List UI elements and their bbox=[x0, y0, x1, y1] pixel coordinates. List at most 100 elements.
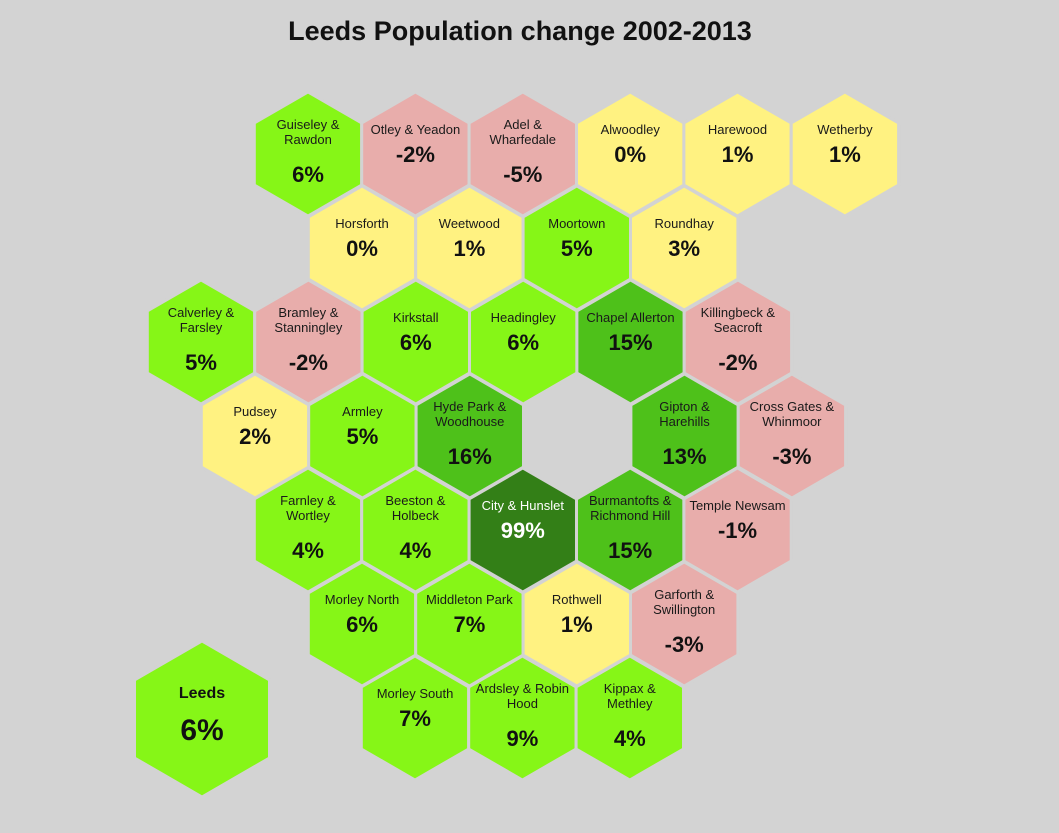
ward-name: Farsley bbox=[180, 320, 223, 335]
ward-value: 6% bbox=[507, 330, 539, 355]
ward-name: Middleton Park bbox=[426, 592, 513, 607]
summary-name: Leeds bbox=[179, 685, 225, 702]
ward-value: -1% bbox=[718, 518, 757, 543]
ward-rothwell: Rothwell 1% bbox=[521, 560, 632, 688]
ward-value: 1% bbox=[722, 142, 754, 167]
ward-name: Seacroft bbox=[714, 320, 763, 335]
ward-name: Woodhouse bbox=[435, 414, 504, 429]
ward-name: Rothwell bbox=[552, 592, 602, 607]
ward-value: 4% bbox=[400, 538, 432, 563]
ward-value: 0% bbox=[614, 142, 646, 167]
ward-name: Morley South bbox=[377, 686, 454, 701]
ward-value: -2% bbox=[718, 350, 757, 375]
ward-name: Chapel Allerton bbox=[586, 310, 674, 325]
ward-wetherby: Wetherby 1% bbox=[789, 90, 901, 218]
ward-beeston-and-holbeck: Beeston &Holbeck 4% bbox=[360, 466, 471, 594]
ward-name: Gipton & bbox=[659, 399, 710, 414]
page-title: Leeds Population change 2002-2013 bbox=[288, 16, 752, 46]
ward-value: 5% bbox=[347, 424, 379, 449]
ward-name: Cross Gates & bbox=[750, 399, 835, 414]
ward-burmantofts-and-richmond-hill: Burmantofts &Richmond Hill 15% bbox=[575, 466, 686, 594]
ward-value: 9% bbox=[507, 726, 539, 751]
ward-name: Harewood bbox=[708, 122, 767, 137]
ward-adel-and-wharfedale: Adel &Wharfedale -5% bbox=[467, 90, 578, 218]
ward-value: 7% bbox=[399, 706, 431, 731]
ward-name: Hyde Park & bbox=[433, 399, 506, 414]
ward-value: 7% bbox=[454, 612, 486, 637]
ward-value: 15% bbox=[608, 330, 652, 355]
ward-name: Richmond Hill bbox=[590, 508, 670, 523]
ward-name: Garforth & bbox=[654, 587, 714, 602]
ward-name: Adel & bbox=[504, 117, 543, 132]
ward-name: Farnley & bbox=[280, 493, 336, 508]
ward-name: Alwoodley bbox=[601, 122, 661, 137]
ward-garforth-and-swillington: Garforth &Swillington -3% bbox=[629, 560, 740, 688]
ward-value: 1% bbox=[561, 612, 593, 637]
ward-name: Wetherby bbox=[817, 122, 873, 137]
ward-name: Burmantofts & bbox=[589, 493, 672, 508]
ward-value: 4% bbox=[614, 726, 646, 751]
ward-value: 6% bbox=[400, 330, 432, 355]
ward-morley-north: Morley North 6% bbox=[306, 560, 418, 688]
ward-name: Calverley & bbox=[168, 305, 235, 320]
ward-value: 5% bbox=[185, 350, 217, 375]
ward-value: 4% bbox=[292, 538, 324, 563]
ward-name: Swillington bbox=[653, 602, 715, 617]
ward-value: 15% bbox=[608, 538, 652, 563]
ward-name: Guiseley & bbox=[277, 117, 340, 132]
ward-name: Bramley & bbox=[278, 305, 338, 320]
ward-value: 13% bbox=[662, 444, 706, 469]
ward-killingbeck-and-seacroft: Killingbeck &Seacroft -2% bbox=[682, 278, 794, 406]
ward-name: Moortown bbox=[548, 216, 605, 231]
ward-value: -3% bbox=[665, 632, 704, 657]
ward-name: Otley & Yeadon bbox=[371, 122, 461, 137]
ward-name: City & Hunslet bbox=[482, 498, 565, 513]
ward-value: 6% bbox=[292, 162, 324, 187]
ward-name: Roundhay bbox=[655, 216, 715, 231]
ward-value: 2% bbox=[239, 424, 271, 449]
ward-moortown: Moortown 5% bbox=[521, 184, 632, 312]
ward-value: -2% bbox=[396, 142, 435, 167]
ward-name: Ardsley & Robin bbox=[476, 681, 569, 696]
ward-hex bbox=[789, 90, 901, 218]
ward-name: Headingley bbox=[491, 310, 557, 325]
ward-kippax-and-methley: Kippax &Methley 4% bbox=[574, 654, 685, 782]
ward-name: Temple Newsam bbox=[689, 498, 785, 513]
ward-name: Hood bbox=[507, 696, 538, 711]
ward-name: Pudsey bbox=[233, 404, 277, 419]
ward-hex bbox=[574, 654, 685, 782]
ward-value: 0% bbox=[346, 236, 378, 261]
ward-name: Whinmoor bbox=[762, 414, 822, 429]
ward-name: Kippax & bbox=[604, 681, 656, 696]
ward-name: Wortley bbox=[286, 508, 330, 523]
ward-roundhay: Roundhay 3% bbox=[629, 184, 740, 312]
ward-name: Armley bbox=[342, 404, 383, 419]
ward-value: 1% bbox=[454, 236, 486, 261]
ward-value: 5% bbox=[561, 236, 593, 261]
ward-name: Horsforth bbox=[335, 216, 388, 231]
ward-name: Rawdon bbox=[284, 132, 332, 147]
ward-name: Morley North bbox=[325, 592, 399, 607]
ward-value: -5% bbox=[503, 162, 542, 187]
ward-value: 1% bbox=[829, 142, 861, 167]
ward-bramley-and-stanningley: Bramley &Stanningley -2% bbox=[253, 278, 364, 406]
ward-value: 6% bbox=[346, 612, 378, 637]
ward-name: Weetwood bbox=[439, 216, 500, 231]
summary-value: 6% bbox=[180, 714, 223, 747]
ward-name: Kirkstall bbox=[393, 310, 439, 325]
ward-morley-south: Morley South 7% bbox=[359, 654, 471, 782]
ward-value: -3% bbox=[772, 444, 811, 469]
ward-value: 16% bbox=[448, 444, 492, 469]
ward-temple-newsam: Temple Newsam -1% bbox=[682, 466, 793, 594]
ward-cross-gates-and-whinmoor: Cross Gates &Whinmoor -3% bbox=[736, 372, 848, 500]
ward-name: Methley bbox=[607, 696, 653, 711]
ward-name: Wharfedale bbox=[490, 132, 556, 147]
ward-headingley: Headingley 6% bbox=[468, 278, 579, 406]
ward-value: 99% bbox=[501, 518, 545, 543]
ward-value: 3% bbox=[668, 236, 700, 261]
ward-value: -2% bbox=[289, 350, 328, 375]
ward-name: Killingbeck & bbox=[701, 305, 776, 320]
ward-name: Harehills bbox=[659, 414, 710, 429]
